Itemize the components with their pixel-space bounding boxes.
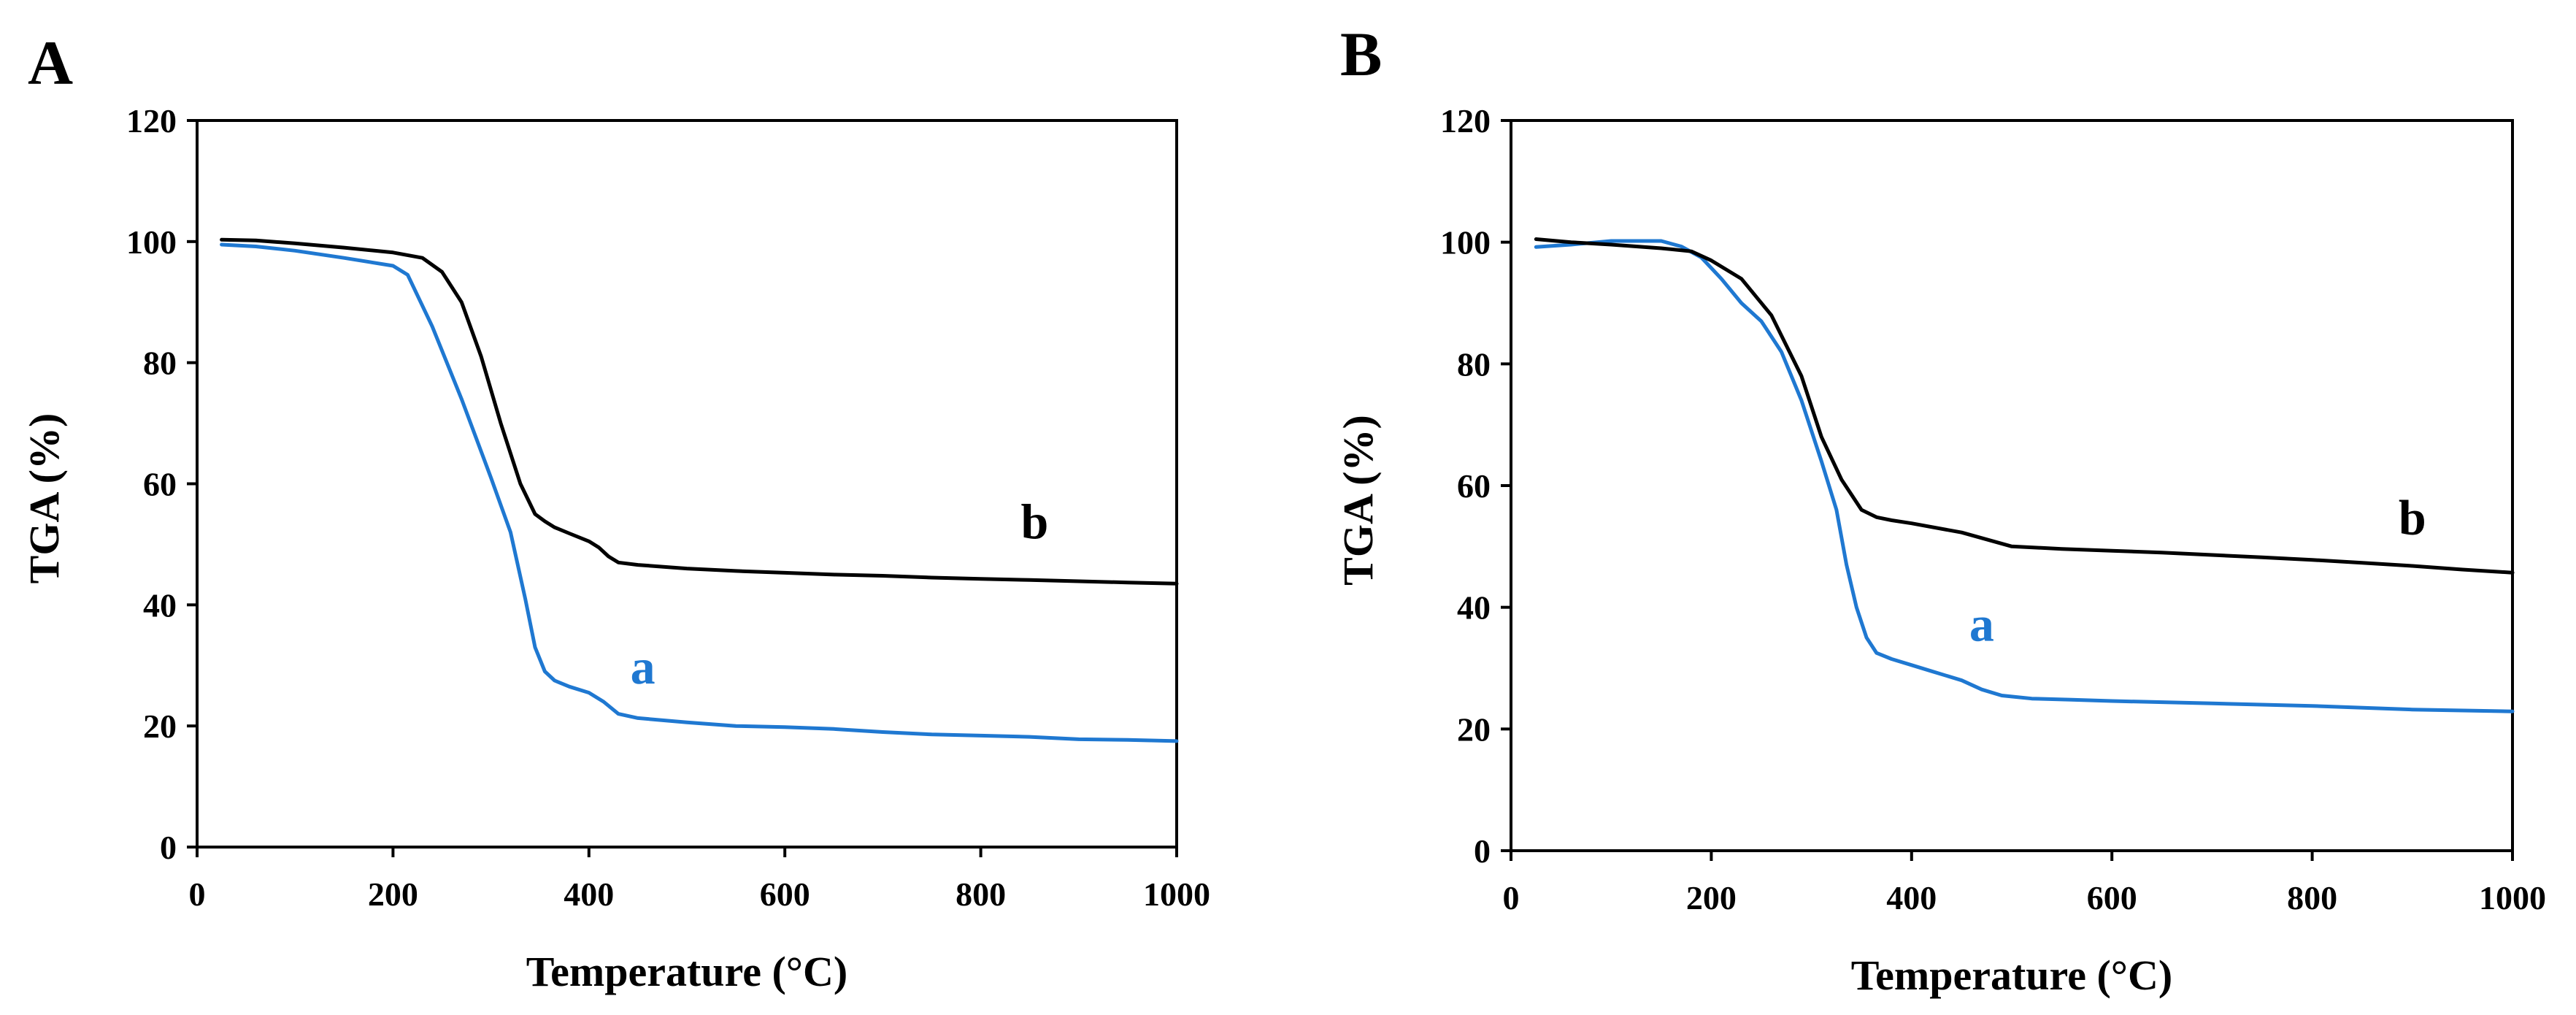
panel-b-ytick-label: 120 <box>1440 102 1491 139</box>
panel-b-ytick-label: 0 <box>1474 832 1491 870</box>
panel-a-ytick-label: 80 <box>143 345 177 382</box>
panel-a-series-a-label: a <box>631 639 655 694</box>
panel-a-ytick-label: 0 <box>160 829 177 866</box>
panel-b-xtick-label: 1000 <box>2479 879 2546 916</box>
panel-b-series-a-label: a <box>1969 597 1994 652</box>
panel-a: A 0 20 40 60 80 100 120 0 200 400 600 800 1000 Tempera… <box>20 28 1210 995</box>
panel-b-ytick-label: 80 <box>1457 345 1491 383</box>
panel-a-ytick-label: 40 <box>143 586 177 624</box>
panel-b-xtick-label: 800 <box>2287 879 2337 916</box>
panel-a-ytick-label: 120 <box>126 102 177 139</box>
panel-a-xtick-label: 400 <box>564 876 614 913</box>
panel-b-plot-frame <box>1510 119 2514 852</box>
panel-b-ytick-label: 40 <box>1457 589 1491 627</box>
panel-a-xtick-label: 600 <box>760 876 810 913</box>
panel-a-ytick-label: 100 <box>126 223 177 261</box>
panel-b-ytick-label: 20 <box>1457 710 1491 748</box>
panel-b-series-a-line <box>1534 239 2515 713</box>
panel-b-xtick-label: 600 <box>2087 879 2137 916</box>
panel-a-series-a-line <box>220 242 1179 743</box>
panel-a-xtick-label: 1000 <box>1143 876 1210 913</box>
panel-b-ytick-label: 60 <box>1457 467 1491 505</box>
panel-b-ytick-label: 100 <box>1440 224 1491 261</box>
panel-b-xtick-label: 0 <box>1503 879 1520 916</box>
panel-b: B 0 20 40 60 80 100 120 0 200 400 600 800 1000 Tempera… <box>1334 19 2546 999</box>
panel-a-ytick-label: 60 <box>143 466 177 503</box>
panel-b-x-axis-title: Temperature (°C) <box>1851 951 2172 999</box>
panel-a-y-axis-title: TGA (%) <box>20 413 68 584</box>
panel-b-label: B <box>1340 19 1382 89</box>
panel-a-xtick-label: 0 <box>189 876 206 913</box>
panel-a-series-b-line <box>220 237 1179 586</box>
panel-a-xtick-label: 200 <box>368 876 418 913</box>
panel-a-ytick-label: 20 <box>143 708 177 745</box>
panel-b-series-b-label: b <box>2399 490 2426 545</box>
panel-a-x-axis-title: Temperature (°C) <box>526 948 847 995</box>
panel-a-label: A <box>28 28 73 98</box>
panel-b-xtick-label: 200 <box>1686 879 1737 916</box>
panel-b-y-axis-title: TGA (%) <box>1334 415 1382 586</box>
panel-a-xtick-label: 800 <box>956 876 1006 913</box>
panel-b-series-b-line <box>1534 237 2515 575</box>
panel-b-xtick-label: 400 <box>1886 879 1937 916</box>
panel-a-series-b-label: b <box>1020 494 1048 549</box>
